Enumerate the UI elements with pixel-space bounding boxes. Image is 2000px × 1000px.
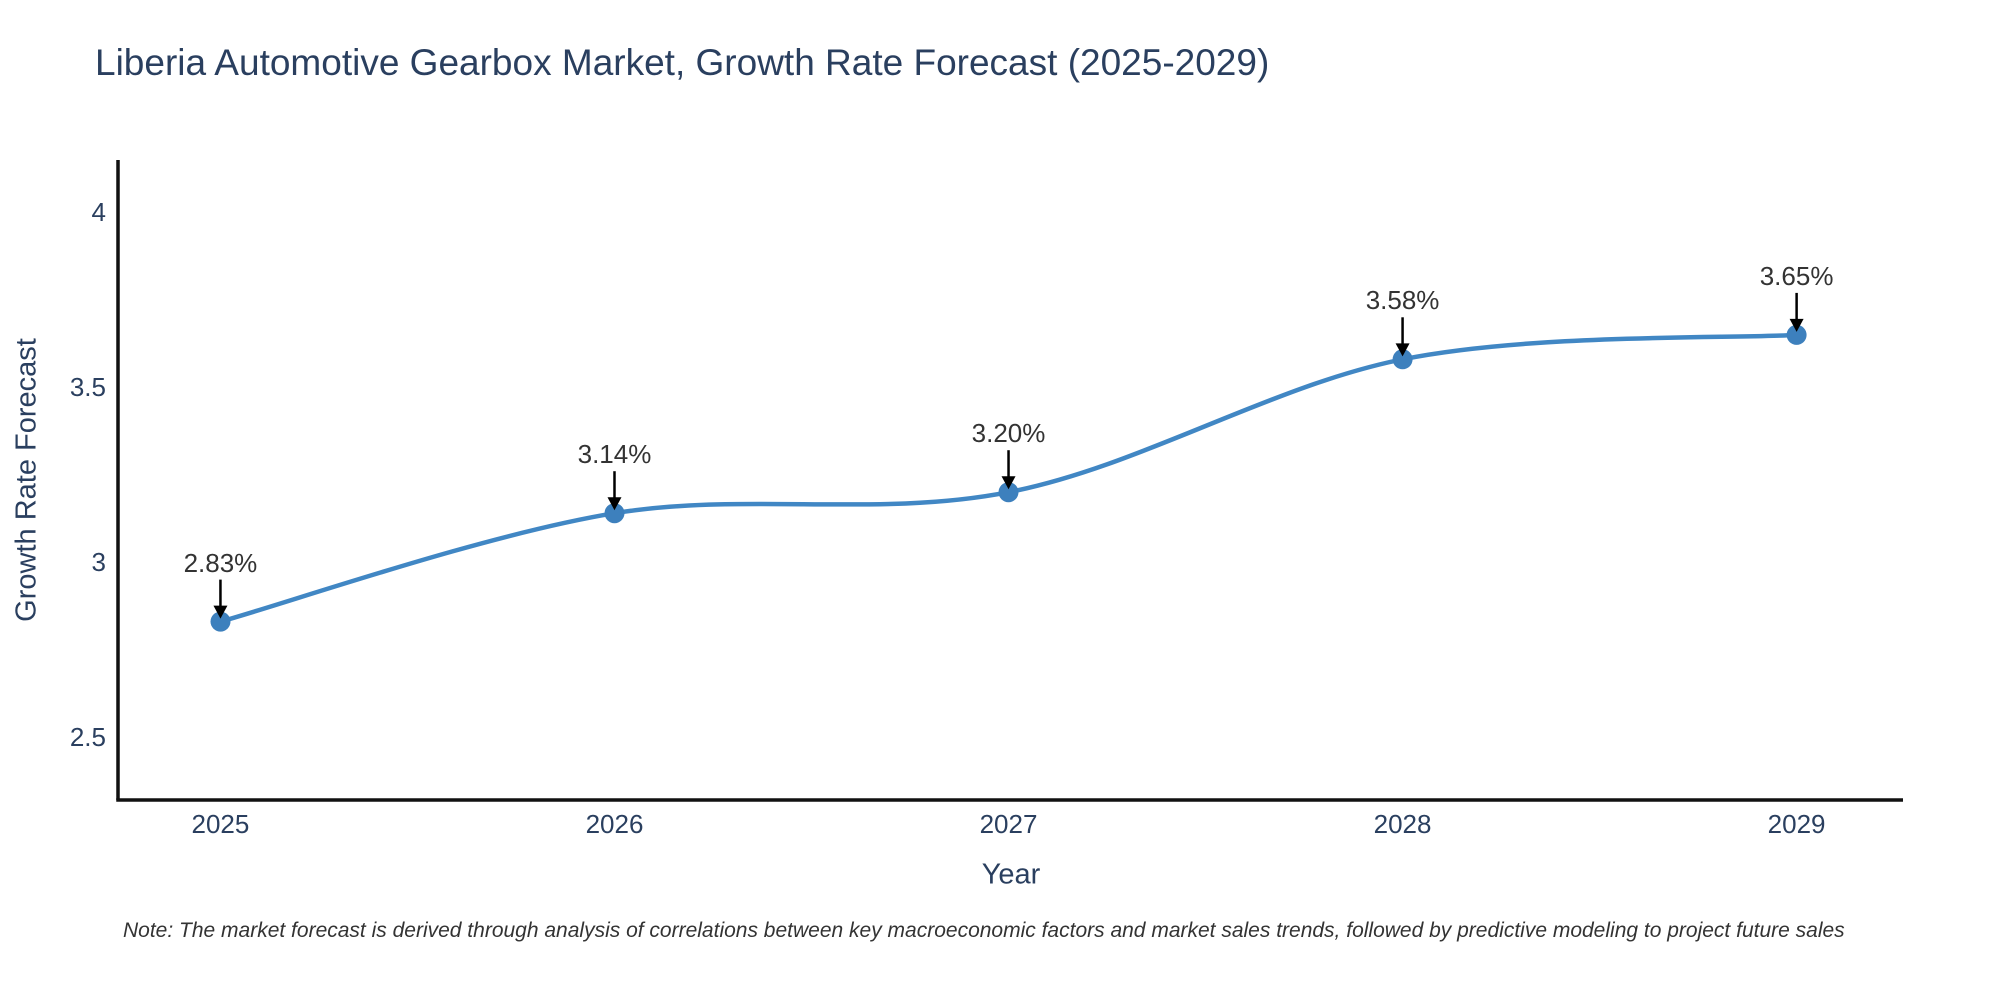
point-annotation-label: 3.65% — [1759, 260, 1834, 291]
y-tick-label: 3.5 — [69, 372, 106, 403]
series-group — [210, 324, 1807, 632]
data-point-marker — [210, 611, 231, 632]
x-tick-label: 2027 — [979, 809, 1038, 839]
y-tick-label: 3 — [91, 547, 106, 578]
x-tick-label: 2025 — [191, 809, 250, 839]
data-point-marker — [1392, 349, 1413, 370]
annotation-arrowhead — [607, 497, 622, 511]
point-annotation-label: 3.20% — [971, 418, 1046, 449]
y-tick-label: 2.5 — [69, 722, 106, 753]
point-annotation-label: 3.14% — [577, 439, 652, 470]
annotation-arrowhead — [1395, 343, 1410, 357]
annotation-arrows — [213, 292, 1804, 619]
data-point-marker — [998, 482, 1019, 503]
annotation-arrowhead — [213, 605, 228, 619]
point-annotation-label: 3.58% — [1365, 285, 1440, 316]
annotation-arrowhead — [1001, 476, 1016, 490]
x-tick-label: 2026 — [585, 809, 644, 839]
x-axis-title: Year — [981, 858, 1041, 891]
data-point-marker — [1786, 324, 1807, 345]
data-point-marker — [604, 503, 625, 524]
annotation-arrowhead — [1789, 318, 1804, 332]
x-tick-label: 2028 — [1373, 809, 1432, 839]
footnote: Note: The market forecast is derived thr… — [123, 919, 1845, 942]
point-annotation-label: 2.83% — [183, 547, 258, 578]
x-tick-label: 2029 — [1767, 809, 1826, 839]
y-tick-label: 4 — [91, 197, 106, 228]
chart-title: Liberia Automotive Gearbox Market, Growt… — [95, 42, 1270, 83]
